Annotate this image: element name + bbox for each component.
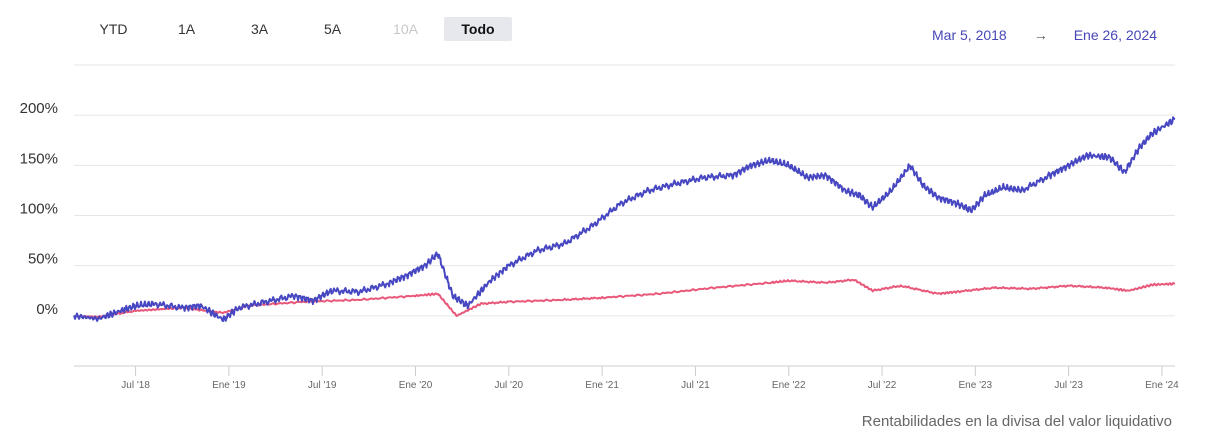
range-ytd-button[interactable]: YTD xyxy=(99,21,128,37)
footnote: Rentabilidades en la divisa del valor li… xyxy=(861,413,1172,430)
y-tick-label: 50% xyxy=(28,251,58,268)
x-tick-label: Ene '24 xyxy=(1145,380,1179,391)
series-line-fund xyxy=(73,116,1176,322)
x-tick-label: Jul '19 xyxy=(308,380,337,391)
start-date[interactable]: Mar 5, 2018 xyxy=(932,27,1007,43)
series-line-index xyxy=(73,278,1176,319)
y-tick-label: 200% xyxy=(20,100,58,117)
x-tick-label: Ene '20 xyxy=(399,380,433,391)
x-tick-label: Ene '23 xyxy=(959,380,993,391)
x-tick-label: Ene '21 xyxy=(585,380,619,391)
arrow-right-icon: → xyxy=(1033,27,1048,43)
range-1a-button[interactable]: 1A xyxy=(177,21,196,37)
x-tick-label: Jul '23 xyxy=(1054,380,1083,391)
range-3a-button[interactable]: 3A xyxy=(250,21,269,37)
range-selector: YTD 1A 3A 5A 10A Todo xyxy=(77,17,512,41)
x-tick-label: Jul '20 xyxy=(495,380,524,391)
x-tick-label: Ene '22 xyxy=(772,380,806,391)
range-todo-button[interactable]: Todo xyxy=(444,17,512,41)
range-10a-button: 10A xyxy=(393,21,418,37)
range-5a-button[interactable]: 5A xyxy=(323,21,342,37)
x-tick-label: Jul '18 xyxy=(121,380,150,391)
x-tick-label: Ene '19 xyxy=(212,380,246,391)
x-tick-label: Jul '21 xyxy=(681,380,710,391)
date-range: Mar 5, 2018 → Ene 26, 2024 xyxy=(932,27,1157,43)
y-tick-label: 100% xyxy=(20,201,58,218)
y-tick-label: 150% xyxy=(20,150,58,167)
x-tick-label: Jul '22 xyxy=(868,380,897,391)
y-tick-label: 0% xyxy=(36,301,58,318)
end-date[interactable]: Ene 26, 2024 xyxy=(1073,27,1158,43)
